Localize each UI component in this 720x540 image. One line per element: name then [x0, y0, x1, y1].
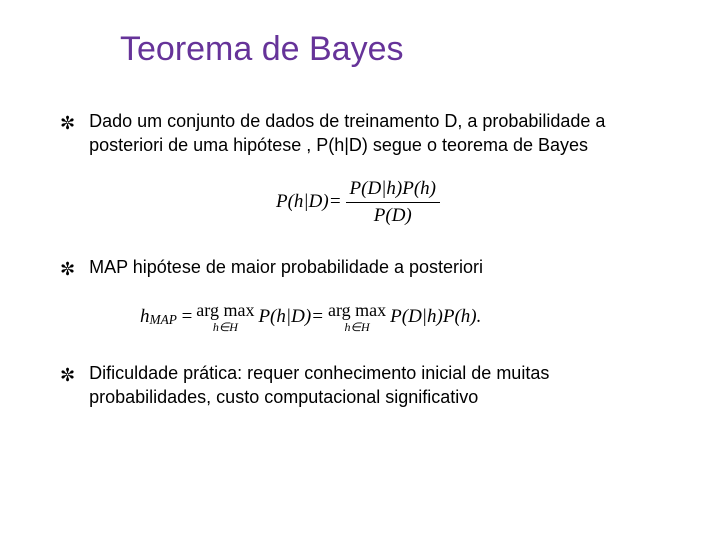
formula-map-h: h: [140, 306, 150, 328]
bullet-3: ✼ Dificuldade prática: requer conhecimen…: [60, 361, 660, 410]
argmax-1-top: arg max: [196, 301, 254, 319]
asterisk-icon: ✼: [60, 257, 75, 281]
formula-bayes: P(h|D)= P(D|h)P(h) P(D): [60, 178, 660, 227]
formula-map-rhs: P(D|h)P(h).: [390, 306, 481, 328]
argmax-1-bot: h∈H: [213, 321, 238, 333]
formula-bayes-lhs: P(h|D)=: [276, 191, 342, 213]
formula-bayes-den: P(D): [370, 203, 416, 227]
formula-map-mid: P(h|D)=: [258, 306, 324, 328]
asterisk-icon: ✼: [60, 363, 75, 387]
asterisk-icon: ✼: [60, 111, 75, 135]
bullet-2-text: MAP hipótese de maior probabilidade a po…: [89, 255, 660, 279]
equals-1: =: [177, 306, 192, 328]
bullet-2: ✼ MAP hipótese de maior probabilidade a …: [60, 255, 660, 281]
argmax-1: arg max h∈H: [196, 301, 254, 333]
argmax-2-bot: h∈H: [345, 321, 370, 333]
argmax-2-top: arg max: [328, 301, 386, 319]
formula-map-sub: MAP: [150, 312, 177, 328]
bullet-1: ✼ Dado um conjunto de dados de treinamen…: [60, 109, 660, 158]
formula-bayes-fraction: P(D|h)P(h) P(D): [346, 178, 440, 227]
slide: Teorema de Bayes ✼ Dado um conjunto de d…: [0, 0, 720, 459]
formula-bayes-num: P(D|h)P(h): [346, 178, 440, 203]
bullet-1-text: Dado um conjunto de dados de treinamento…: [89, 109, 660, 158]
bullet-3-text: Dificuldade prática: requer conhecimento…: [89, 361, 660, 410]
slide-title: Teorema de Bayes: [120, 30, 660, 69]
argmax-2: arg max h∈H: [328, 301, 386, 333]
formula-map: hMAP = arg max h∈H P(h|D)= arg max h∈H P…: [140, 301, 660, 333]
